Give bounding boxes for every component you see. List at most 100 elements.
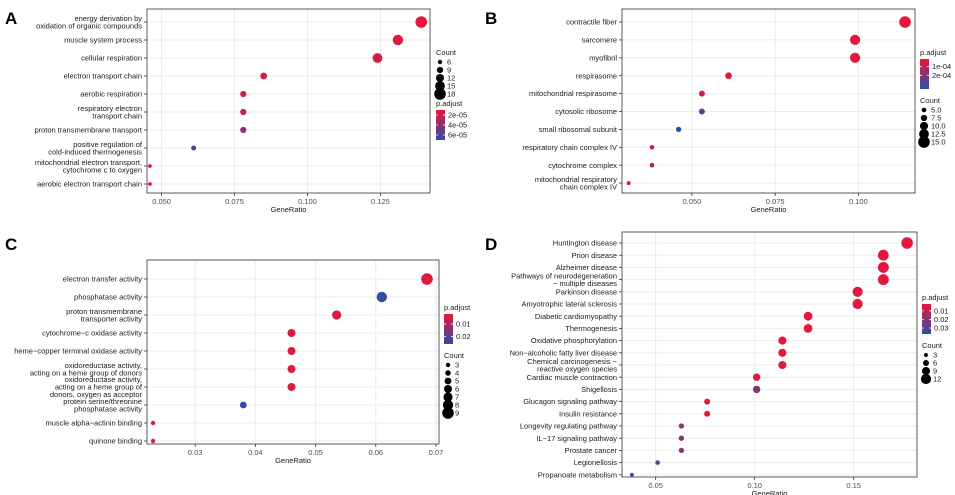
plot-area — [147, 9, 430, 193]
x-axis-label: GeneRatio — [751, 205, 787, 214]
x-tick-label: 0.03 — [188, 448, 203, 457]
data-point — [649, 162, 655, 168]
panel-letter: D — [485, 235, 497, 254]
y-tick-label: Longevity regulating pathway — [520, 422, 617, 431]
size-legend-dot — [445, 362, 451, 368]
plot-border — [621, 8, 916, 194]
y-tick-label: cytosolic ribosome — [555, 107, 617, 116]
y-tick-label: cold-induced thermogenesis — [48, 147, 142, 156]
x-tick-label: 0.125 — [371, 197, 390, 206]
data-point — [752, 373, 761, 381]
y-tick-label: reactive oxygen species — [537, 364, 617, 373]
data-point — [852, 286, 863, 297]
y-tick-label: phosphatase activity — [74, 404, 142, 413]
x-tick-label: 0.050 — [683, 197, 702, 206]
size-legend-label: 8 — [455, 401, 459, 410]
color-bar-label: 0.01 — [456, 320, 471, 329]
data-point — [704, 410, 711, 417]
data-point — [191, 145, 197, 151]
size-legend-dot — [435, 81, 445, 91]
color-bar-label: 0.02 — [934, 315, 949, 324]
size-legend-label: 9 — [447, 66, 451, 75]
y-tick-label: oxidoreductase activity, — [65, 375, 142, 384]
color-bar-label: 0.03 — [934, 324, 949, 333]
data-point — [376, 291, 388, 303]
x-tick-label: 0.07 — [429, 448, 444, 457]
y-tick-label: Insulin resistance — [559, 409, 617, 418]
y-tick-label: small ribosomal subunit — [539, 125, 618, 134]
y-tick-label: mitochondrial respirasome — [529, 89, 617, 98]
size-legend-label: 15.0 — [931, 138, 946, 147]
data-point — [877, 261, 889, 273]
size-legend-label: 6 — [447, 58, 451, 67]
panel-b: B 0.050 0.075 0.100 GeneRatio contractile fib… — [485, 8, 951, 214]
y-tick-label: acting on a heme group of — [55, 383, 143, 392]
size-legend-title: Count — [922, 341, 943, 350]
y-tick-label: acting on a heme group of donors — [30, 368, 142, 377]
y-tick-label: oxidoreductase activity, — [65, 361, 142, 370]
panel-a: A 0.050 0.075 0.100 0.125 GeneRatio energy der… — [5, 8, 467, 214]
data-point — [852, 298, 863, 310]
size-legend-title: Count — [436, 48, 457, 57]
y-tick-label: electron transport chain — [64, 72, 142, 81]
y-tick-label: Parkinson disease — [556, 287, 617, 296]
size-legend-label: 7.5 — [931, 114, 941, 123]
data-point — [287, 329, 296, 337]
color-bar — [436, 110, 445, 140]
y-tick-label: mitochondrial respiratory — [535, 175, 617, 184]
y-tick-label: Shigellosis — [581, 385, 617, 394]
data-point — [150, 420, 156, 426]
size-legend-label: 12 — [933, 375, 941, 384]
data-point — [849, 34, 861, 46]
size-legend-label: 5 — [455, 377, 459, 386]
data-point — [655, 460, 660, 465]
x-tick-label: 0.05 — [308, 448, 323, 457]
data-point — [778, 348, 787, 357]
data-point — [150, 438, 156, 444]
y-tick-label: positive regulation of — [73, 140, 143, 149]
data-point — [778, 360, 787, 370]
y-tick-label: Thermogenesis — [565, 324, 617, 333]
data-point — [678, 435, 685, 441]
size-legend-label: 12 — [447, 74, 455, 83]
x-axis-label: GeneRatio — [271, 205, 307, 214]
x-tick-label: 0.075 — [225, 197, 244, 206]
y-tick-label: Diabetic cardiomyopathy — [535, 312, 617, 321]
color-bar-label: 2e-05 — [448, 111, 467, 120]
size-legend-label: 5.0 — [931, 106, 941, 115]
data-point — [260, 72, 268, 80]
y-tick-label: energy derivation by — [74, 14, 142, 23]
size-legend-dot — [436, 66, 444, 74]
y-tick-label: quinone binding — [89, 437, 142, 446]
y-tick-label: muscle system process — [64, 36, 142, 45]
y-tick-label: aerobic respiration — [80, 90, 142, 99]
size-legend-dot — [921, 107, 927, 113]
size-legend-dot — [924, 353, 928, 357]
x-tick-label: 0.050 — [152, 197, 171, 206]
x-tick-label: 0.100 — [849, 197, 868, 206]
size-legend-label: 15 — [447, 82, 455, 91]
x-tick-label: 0.100 — [298, 197, 317, 206]
size-legend-dot — [923, 360, 929, 366]
data-point — [239, 401, 247, 409]
data-point — [704, 398, 711, 405]
y-tick-label: cytochrome−c oxidase activity — [42, 329, 142, 338]
data-point — [240, 126, 247, 134]
panel-letter: A — [5, 9, 17, 28]
data-point — [675, 126, 682, 133]
data-point — [678, 423, 685, 429]
data-point — [626, 181, 631, 186]
size-legend-dot — [921, 366, 931, 376]
y-tick-label: phosphatase activity — [74, 293, 142, 302]
panel-letter: C — [5, 235, 17, 254]
data-point — [148, 164, 152, 168]
x-tick-label: 0.05 — [648, 481, 663, 490]
data-point — [698, 90, 705, 97]
y-tick-label: Chemical carcinogenesis − — [527, 357, 617, 366]
plot-border — [146, 259, 440, 445]
size-legend-dot — [920, 114, 928, 122]
data-point — [287, 365, 296, 373]
y-tick-label: proton transmembrane — [66, 307, 142, 316]
size-legend-label: 18 — [447, 90, 455, 99]
